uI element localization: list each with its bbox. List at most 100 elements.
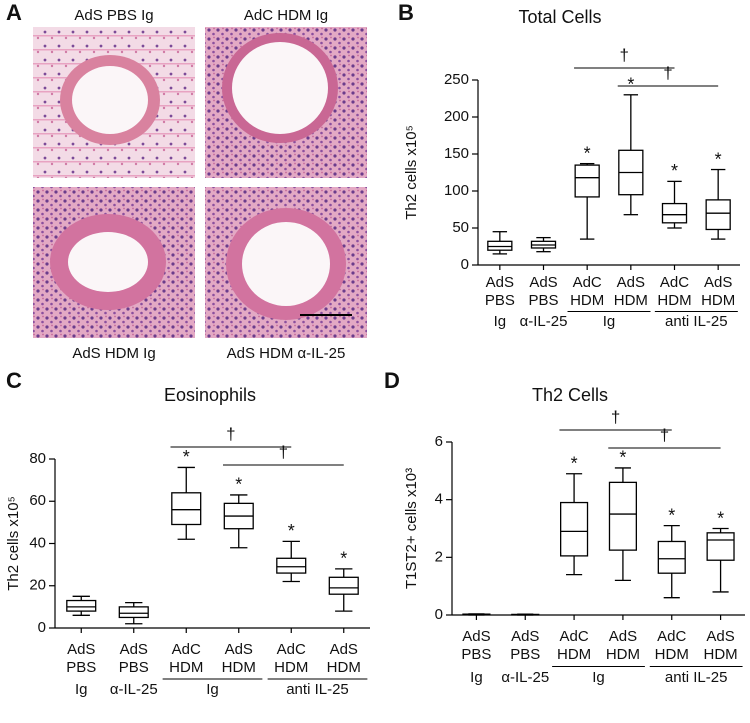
box <box>276 557 307 574</box>
x-tick-label: AdS <box>704 274 732 291</box>
x-tick-label: AdS <box>617 274 645 291</box>
x-tick-label: AdS <box>609 628 637 645</box>
significance-marker: * <box>715 149 722 169</box>
group-label: α-IL-25 <box>110 681 158 698</box>
box <box>487 240 513 251</box>
x-tick-label: PBS <box>510 646 540 663</box>
panel-label: D <box>384 368 400 393</box>
box <box>118 606 149 619</box>
significance-marker: * <box>340 549 347 569</box>
bracket-label: † <box>226 424 235 443</box>
x-tick-label: AdS <box>225 641 253 658</box>
box <box>171 492 202 526</box>
y-tick-label: 2 <box>435 548 443 565</box>
y-tick-label: 6 <box>435 433 443 450</box>
x-tick-label: PBS <box>528 292 558 309</box>
significance-marker: * <box>668 505 675 525</box>
significance-marker: * <box>288 521 295 541</box>
x-tick-label: AdS <box>120 641 148 658</box>
x-tick-label: AdS <box>330 641 358 658</box>
y-tick-label: 20 <box>29 577 46 594</box>
bracket-label: † <box>663 63 672 82</box>
x-tick-label: PBS <box>66 659 96 676</box>
y-tick-label: 150 <box>444 145 469 162</box>
x-tick-label: HDM <box>327 659 361 676</box>
x-tick-label: AdS <box>462 628 490 645</box>
panel-a: A AdS PBS Ig AdC HDM Ig AdS HDM Ig AdS H… <box>6 0 367 362</box>
x-tick-label: HDM <box>703 646 737 663</box>
group-label: Ig <box>603 313 616 330</box>
x-tick-label: PBS <box>119 659 149 676</box>
significance-marker: * <box>183 447 190 467</box>
y-axis-label: Th2 cells x10⁵ <box>5 496 22 591</box>
chart-title: Eosinophils <box>164 385 256 405</box>
image-caption: AdS PBS Ig <box>74 7 153 24</box>
box <box>608 481 637 551</box>
y-tick-label: 80 <box>29 450 46 467</box>
x-tick-label: PBS <box>485 292 515 309</box>
group-label: Ig <box>494 313 507 330</box>
y-tick-label: 250 <box>444 71 469 88</box>
box-chart: B Total Cells Th2 cells x10⁵ 0 50 100 150 200 25… <box>398 0 740 330</box>
group-label: anti IL-25 <box>286 681 349 698</box>
x-tick-label: AdC <box>657 628 686 645</box>
image-caption: AdC HDM Ig <box>244 7 328 24</box>
chart-title: Total Cells <box>518 7 601 27</box>
x-tick-label: HDM <box>169 659 203 676</box>
x-tick-label: AdS <box>706 628 734 645</box>
panel-label: C <box>6 368 22 393</box>
significance-marker: * <box>235 475 242 495</box>
histology-image <box>33 27 195 178</box>
x-tick-label: HDM <box>557 646 591 663</box>
y-tick-label: 50 <box>452 219 469 236</box>
box <box>657 540 686 574</box>
significance-marker: * <box>619 448 626 468</box>
box <box>328 576 359 595</box>
box <box>705 199 731 231</box>
y-tick-label: 4 <box>435 491 443 508</box>
group-label: α-IL-25 <box>501 669 549 686</box>
y-axis-label: T1ST2+ cells x10³ <box>403 468 420 589</box>
group-label: anti IL-25 <box>665 313 728 330</box>
significance-marker: * <box>571 453 578 473</box>
x-tick-label: HDM <box>701 292 735 309</box>
panel-label: A <box>6 0 22 25</box>
y-tick-label: 60 <box>29 492 46 509</box>
x-tick-label: AdS <box>511 628 539 645</box>
significance-marker: * <box>584 143 591 163</box>
box <box>574 164 600 198</box>
y-tick-label: 0 <box>38 619 46 636</box>
x-tick-label: AdC <box>573 274 602 291</box>
group-label: Ig <box>206 681 219 698</box>
bracket-label: † <box>660 425 669 444</box>
histology-image <box>205 187 367 338</box>
significance-marker: * <box>717 508 724 528</box>
y-tick-label: 0 <box>461 256 469 273</box>
y-axis-label: Th2 cells x10⁵ <box>403 125 420 220</box>
bracket-label: † <box>611 407 620 426</box>
histology-image <box>205 27 367 178</box>
x-tick-label: HDM <box>606 646 640 663</box>
box <box>66 599 97 612</box>
bracket-label: † <box>620 45 629 64</box>
image-caption: AdS HDM α-IL-25 <box>227 345 346 362</box>
box <box>706 532 735 561</box>
x-tick-label: PBS <box>461 646 491 663</box>
group-label: α-IL-25 <box>520 313 568 330</box>
x-tick-label: HDM <box>657 292 691 309</box>
x-tick-label: HDM <box>222 659 256 676</box>
x-tick-label: HDM <box>655 646 689 663</box>
group-label: Ig <box>470 669 483 686</box>
y-tick-label: 40 <box>29 534 46 551</box>
y-tick-label: 100 <box>444 182 469 199</box>
x-tick-label: AdC <box>660 274 689 291</box>
x-tick-label: AdS <box>486 274 514 291</box>
x-tick-label: AdS <box>529 274 557 291</box>
x-tick-label: HDM <box>274 659 308 676</box>
significance-marker: * <box>627 75 634 95</box>
x-tick-label: HDM <box>570 292 604 309</box>
box <box>560 501 589 557</box>
